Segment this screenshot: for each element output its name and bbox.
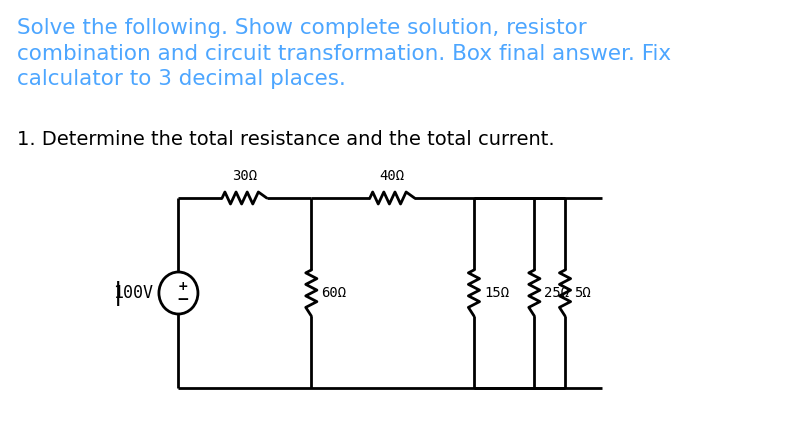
Text: +: + [178,280,188,292]
Text: 60Ω: 60Ω [322,286,347,300]
Text: |: | [114,280,122,306]
Text: −: − [177,292,190,307]
Text: 1. Determine the total resistance and the total current.: 1. Determine the total resistance and th… [17,130,555,149]
Text: 30Ω: 30Ω [231,169,257,183]
Text: 25Ω: 25Ω [544,286,569,300]
Text: 5Ω: 5Ω [574,286,591,300]
Text: 15Ω: 15Ω [484,286,510,300]
Text: 40Ω: 40Ω [380,169,404,183]
Text: 100V: 100V [113,284,153,302]
Text: Solve the following. Show complete solution, resistor
combination and circuit tr: Solve the following. Show complete solut… [17,18,671,89]
